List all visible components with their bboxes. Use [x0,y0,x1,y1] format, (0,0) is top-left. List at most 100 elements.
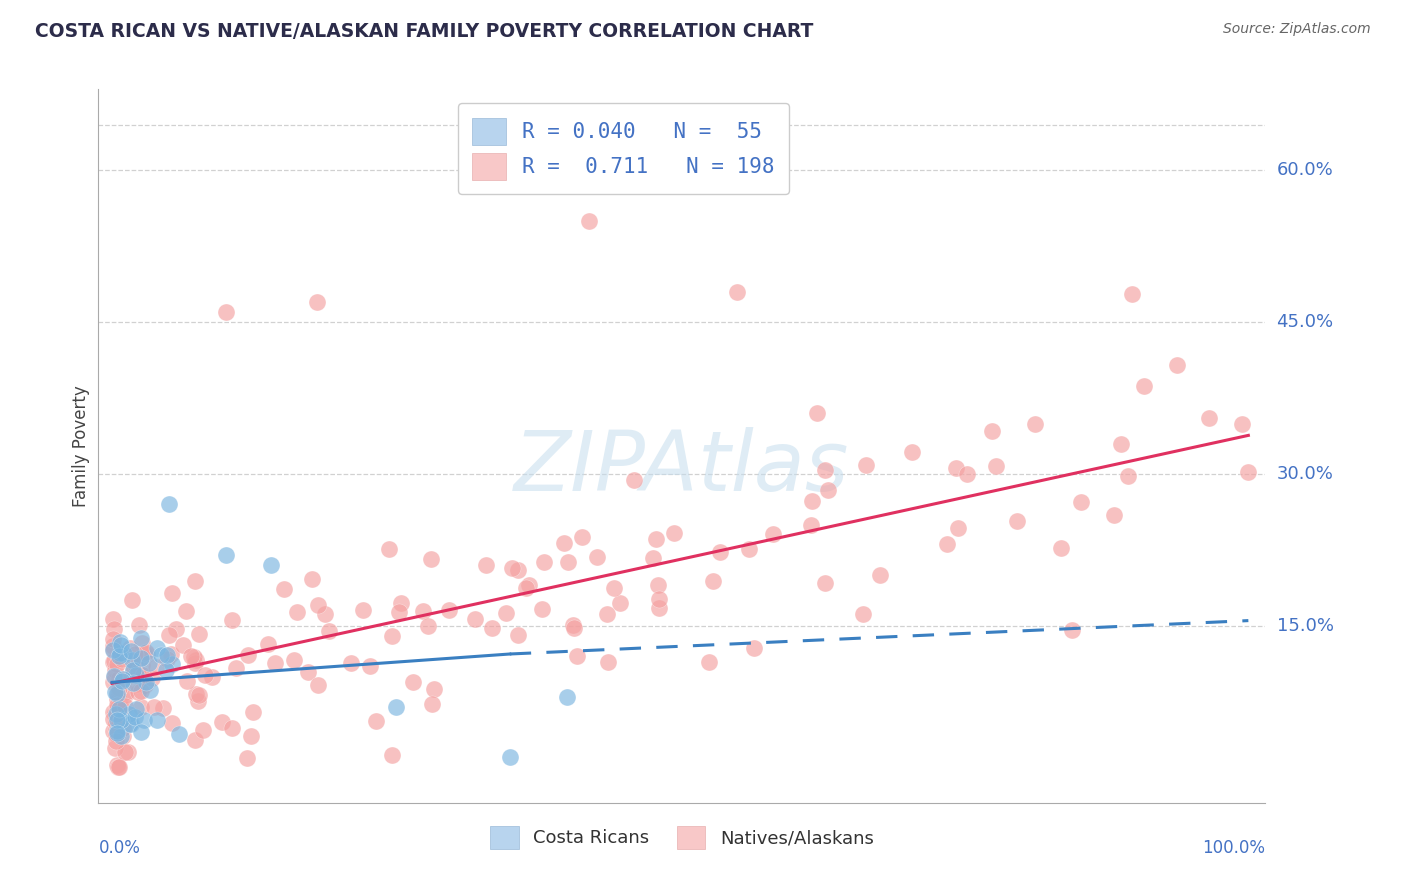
Point [105,686,128,700]
Point [900,445,922,459]
Point [380,747,402,762]
Point [103,654,125,668]
Point [105,703,128,717]
Point [817,483,839,498]
Point [187,694,209,708]
Point [648,591,671,606]
Point [184,733,207,747]
Point [800,494,823,508]
Point [159,647,181,661]
Point [307,598,329,612]
Point [643,551,665,566]
Point [464,612,486,626]
Point [122,663,145,677]
Point [183,650,205,665]
Point [172,638,194,652]
Point [103,675,125,690]
Point [869,567,891,582]
Point [121,663,143,677]
Point [506,563,529,577]
Point [132,667,155,681]
Point [105,733,128,747]
Point [103,705,125,719]
Point [221,721,243,735]
Point [124,647,146,661]
Point [416,619,439,633]
Point [412,604,434,618]
Point [1237,465,1260,479]
Point [129,632,152,646]
Point [118,706,141,721]
Point [744,640,766,655]
Point [495,607,517,621]
Point [1060,624,1083,638]
Point [402,675,425,690]
Text: Source: ZipAtlas.com: Source: ZipAtlas.com [1223,22,1371,37]
Point [135,675,157,690]
Point [1032,62,1054,76]
Point [131,658,153,673]
Point [152,700,174,714]
Point [105,657,128,672]
Point [112,721,135,735]
Point [702,574,724,589]
Point [586,550,609,565]
Point [104,727,127,741]
Point [359,659,381,673]
Point [725,285,748,299]
Point [381,629,404,643]
Point [103,612,125,626]
Point [114,745,136,759]
Point [530,602,553,616]
Point [118,641,141,656]
Point [553,536,575,550]
Point [1050,541,1073,555]
Point [318,624,340,639]
Point [481,621,503,635]
Point [366,714,388,728]
Text: 30.0%: 30.0% [1277,465,1333,483]
Point [105,707,128,722]
Text: 100.0%: 100.0% [1202,838,1265,857]
Point [128,653,150,667]
Point [647,578,669,592]
Point [108,686,131,700]
Point [112,674,135,689]
Point [806,406,828,420]
Point [121,592,143,607]
Point [111,652,134,666]
Point [201,670,224,684]
Point [155,663,177,677]
Point [138,683,160,698]
Point [211,714,233,729]
Point [1070,494,1092,508]
Point [557,555,579,569]
Point [110,729,132,743]
Point [157,628,180,642]
Point [176,674,198,689]
Point [134,646,156,660]
Point [104,685,127,699]
Point [389,596,412,610]
Point [134,678,156,692]
Point [519,577,541,591]
Point [936,537,959,551]
Point [114,688,136,702]
Point [103,639,125,653]
Text: 45.0%: 45.0% [1277,313,1334,331]
Point [562,621,585,635]
Point [499,750,522,764]
Point [108,681,131,695]
Point [129,650,152,665]
Point [578,214,600,228]
Point [301,572,323,586]
Point [112,647,135,661]
Point [697,655,720,669]
Point [127,665,149,680]
Point [108,698,131,712]
Point [142,700,165,714]
Point [956,467,979,482]
Point [314,607,336,622]
Point [264,656,287,670]
Point [103,670,125,684]
